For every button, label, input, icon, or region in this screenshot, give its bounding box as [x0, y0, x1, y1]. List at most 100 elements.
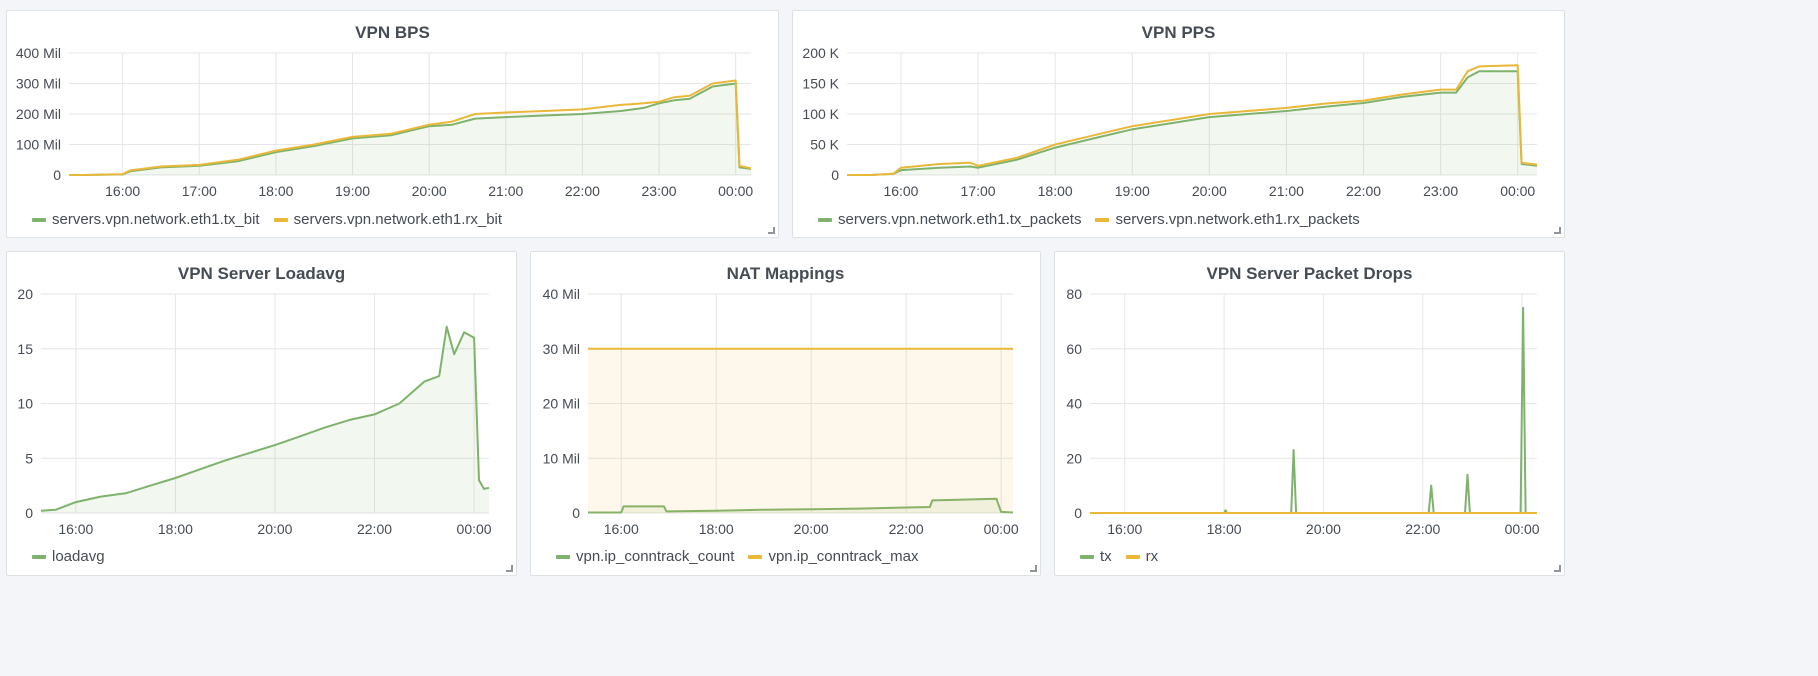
x-tick-label: 22:00 [1405, 521, 1440, 537]
y-tick-label: 0 [831, 167, 839, 183]
legend-label: servers.vpn.network.eth1.tx_packets [838, 211, 1082, 228]
panel-vpn-server-packet-drops: VPN Server Packet Drops 0 20 40 60 80 16:00 18… [1054, 251, 1565, 576]
x-tick-label: 21:00 [1269, 183, 1304, 199]
x-tick-label: 18:00 [158, 521, 193, 537]
y-tick-label: 400 Mil [16, 45, 61, 61]
chart-vpn-pps[interactable]: 0 50 K 100 K 150 K 200 K 16:00 17:00 18:00 19:00… [793, 11, 1566, 239]
x-tick-label: 22:00 [889, 521, 924, 537]
x-tick-label: 16:00 [58, 521, 93, 537]
panel-title[interactable]: NAT Mappings [726, 264, 845, 283]
y-tick-label: 100 K [802, 106, 839, 122]
y-tick-label: 0 [572, 505, 580, 521]
resize-corner-icon[interactable] [1554, 565, 1561, 572]
legend-item-rx-bit[interactable]: servers.vpn.network.eth1.rx_bit [273, 211, 503, 228]
x-tick-label: 00:00 [1505, 521, 1540, 537]
y-tick-label: 5 [25, 450, 33, 466]
panel-title[interactable]: VPN BPS [355, 23, 430, 42]
chart-loadavg[interactable]: 0 5 10 15 20 16:00 18:00 20:00 22:00 00:00 [7, 252, 518, 577]
y-tick-label: 15 [17, 341, 33, 357]
chart-nat-mappings[interactable]: 0 10 Mil 20 Mil 30 Mil 40 Mil 16:00 18:00 20:00… [531, 252, 1042, 577]
legend-label: loadavg [52, 548, 105, 565]
x-tick-label: 23:00 [642, 183, 677, 199]
resize-corner-icon[interactable] [1554, 227, 1561, 234]
chart-vpn-bps[interactable]: 0 100 Mil 200 Mil 300 Mil 400 Mil 16:00 17:00 1… [7, 11, 780, 239]
x-tick-label: 00:00 [984, 521, 1019, 537]
x-tick-label: 20:00 [1192, 183, 1227, 199]
legend-item-tx-bit[interactable]: servers.vpn.network.eth1.tx_bit [32, 211, 260, 228]
legend-item-rx[interactable]: rx [1125, 548, 1159, 565]
resize-corner-icon[interactable] [1030, 565, 1037, 572]
panel-vpn-bps: VPN BPS 0 100 Mil 200 Mil 300 Mil 400 Mil 16:… [6, 10, 779, 238]
x-tick-label: 20:00 [257, 521, 292, 537]
x-tick-label: 18:00 [1207, 521, 1242, 537]
series-area-servers-vpn-network-eth1-tx-bit [69, 83, 751, 175]
legend-item-conntrack-count[interactable]: vpn.ip_conntrack_count [556, 548, 734, 565]
legend-label: rx [1145, 548, 1159, 565]
panel-nat-mappings: NAT Mappings 0 10 Mil 20 Mil 30 Mil 40 Mil 16… [530, 251, 1041, 576]
x-tick-label: 16:00 [883, 183, 918, 199]
resize-corner-icon[interactable] [506, 565, 513, 572]
x-tick-label: 22:00 [565, 183, 600, 199]
series-line-tx [1090, 306, 1537, 514]
resize-corner-icon[interactable] [768, 227, 775, 234]
legend-item-tx[interactable]: tx [1080, 548, 1112, 565]
panel-vpn-pps: VPN PPS 0 50 K 100 K 150 K 200 K 16:00 17:00 18… [792, 10, 1565, 238]
y-tick-label: 0 [1074, 505, 1082, 521]
legend-swatch [556, 554, 570, 559]
x-tick-label: 18:00 [1038, 183, 1073, 199]
legend-label: servers.vpn.network.eth1.rx_bit [293, 211, 503, 228]
legend-swatch [818, 217, 832, 222]
x-tick-label: 18:00 [258, 183, 293, 199]
legend: vpn.ip_conntrack_count vpn.ip_conntrack_… [556, 548, 919, 565]
panel-title[interactable]: VPN Server Packet Drops [1206, 264, 1413, 283]
y-tick-label: 40 [1066, 396, 1082, 412]
legend-swatch [32, 217, 46, 222]
legend: servers.vpn.network.eth1.tx_packets serv… [818, 211, 1360, 228]
legend-swatch [1095, 217, 1110, 222]
x-tick-label: 20:00 [794, 521, 829, 537]
y-tick-label: 300 Mil [16, 76, 61, 92]
panel-vpn-server-loadavg: VPN Server Loadavg 0 5 10 15 20 16:00 18:00 20:… [6, 251, 517, 576]
y-tick-label: 200 K [802, 45, 839, 61]
x-tick-label: 16:00 [1107, 521, 1142, 537]
chart-packet-drops[interactable]: 0 20 40 60 80 16:00 18:00 20:00 22:00 00:00 [1055, 252, 1566, 577]
y-tick-label: 10 Mil [543, 450, 580, 466]
x-tick-label: 16:00 [105, 183, 140, 199]
y-tick-label: 40 Mil [543, 286, 580, 302]
y-tick-label: 150 K [802, 76, 839, 92]
x-tick-label: 22:00 [1346, 183, 1381, 199]
series-area-loadavg [41, 326, 489, 513]
y-tick-label: 30 Mil [543, 341, 580, 357]
legend-swatch [748, 554, 763, 559]
legend-swatch [32, 554, 46, 559]
legend: tx rx [1080, 548, 1158, 565]
legend-item-tx-packets[interactable]: servers.vpn.network.eth1.tx_packets [818, 211, 1081, 228]
x-tick-label: 21:00 [488, 183, 523, 199]
legend-label: tx [1100, 548, 1112, 565]
series-line-loadavg [40, 325, 490, 512]
y-tick-label: 50 K [810, 137, 839, 153]
x-tick-label: 16:00 [604, 521, 639, 537]
series-area-vpn-ip-conntrack-count [588, 498, 1013, 513]
legend-swatch [1080, 554, 1094, 559]
series-area-vpn-ip-conntrack-max [588, 348, 1013, 513]
series-line-vpn-ip-conntrack-count [588, 497, 1014, 514]
x-tick-label: 23:00 [1423, 183, 1458, 199]
legend: servers.vpn.network.eth1.tx_bit servers.… [32, 211, 502, 228]
legend-item-loadavg[interactable]: loadavg [32, 548, 105, 565]
legend-label: servers.vpn.network.eth1.tx_bit [52, 211, 260, 228]
panel-title[interactable]: VPN Server Loadavg [177, 264, 346, 283]
x-tick-label: 00:00 [1500, 183, 1535, 199]
legend-label: vpn.ip_conntrack_max [768, 548, 919, 565]
panel-title[interactable]: VPN PPS [1141, 23, 1216, 42]
y-tick-label: 80 [1066, 286, 1082, 302]
x-tick-label: 19:00 [335, 183, 370, 199]
legend-item-conntrack-max[interactable]: vpn.ip_conntrack_max [748, 548, 919, 565]
y-tick-label: 100 Mil [16, 137, 61, 153]
x-tick-label: 20:00 [412, 183, 447, 199]
legend-item-rx-packets[interactable]: servers.vpn.network.eth1.rx_packets [1095, 211, 1360, 228]
legend-label: vpn.ip_conntrack_count [576, 548, 735, 565]
x-tick-label: 19:00 [1115, 183, 1150, 199]
legend-label: servers.vpn.network.eth1.rx_packets [1115, 211, 1360, 228]
x-tick-label: 17:00 [961, 183, 996, 199]
